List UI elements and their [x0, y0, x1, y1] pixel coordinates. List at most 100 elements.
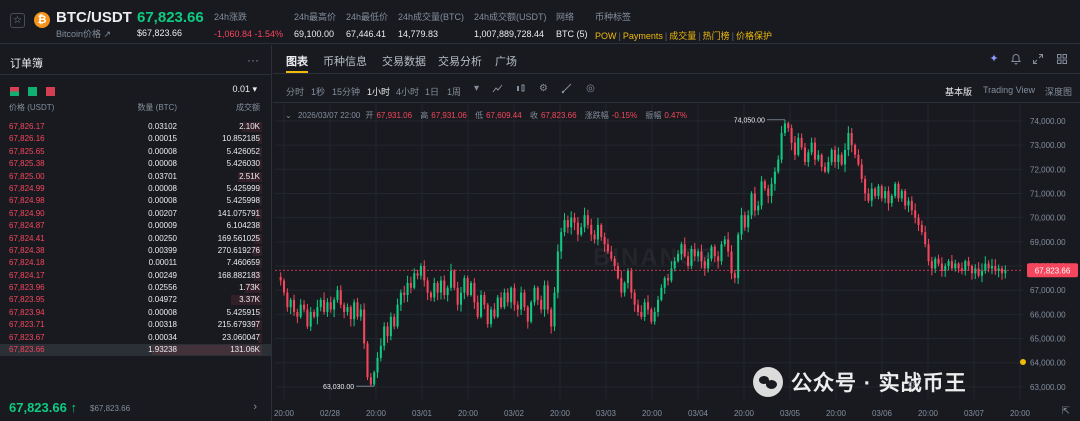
drawing-tools-icon[interactable] [561, 83, 572, 94]
row-qty: 0.00207 [148, 208, 177, 218]
timeframe-1d[interactable]: 1日 [425, 87, 440, 97]
row-qty: 0.00011 [148, 258, 177, 268]
order-book-row[interactable]: 67,826.16 0.00015 10.852185 [0, 133, 272, 145]
depth-bar [258, 332, 262, 343]
timeframe-1h[interactable]: 1小时 [367, 87, 391, 97]
order-book-row[interactable]: 67,824.41 0.00250 169.561025 [0, 233, 272, 245]
order-book-row[interactable]: 67,823.96 0.02556 1.73K [0, 282, 272, 294]
order-book-row[interactable]: 67,824.38 0.00399 270.619276 [0, 245, 272, 257]
scroll-handle-icon[interactable]: ⇱ [1061, 406, 1070, 417]
candle-body [636, 304, 640, 312]
tag-hot[interactable]: 热门榜 [702, 31, 730, 41]
order-book-row[interactable]: 67,824.98 0.00008 5.425998 [0, 195, 272, 207]
coin-price-link[interactable]: Bitcoin价格 ↗ [56, 29, 112, 39]
tab-coin-info[interactable]: 币种信息 [323, 56, 367, 68]
candle-body [864, 178, 867, 194]
row-price: 67,825.65 [9, 146, 45, 156]
candlestick-chart[interactable]: 74,000.00 73,000.00 72,000.00 71,000.00 70,0… [273, 104, 1080, 421]
pair-name[interactable]: BTC/USDT [56, 9, 132, 26]
candle-body [630, 270, 633, 293]
order-book-row[interactable]: 67,823.95 0.04972 3.37K [0, 294, 272, 306]
tab-chart[interactable]: 图表 [286, 56, 308, 68]
candle-body [927, 244, 930, 262]
both-sides-view-icon[interactable] [10, 86, 19, 96]
order-book-row[interactable]: 67,823.67 0.00034 23.060047 [0, 332, 272, 344]
chart-settings-icon[interactable]: ⚙ [907, 380, 916, 391]
candle-body [416, 273, 419, 276]
candle-body [717, 256, 720, 262]
candle-body [309, 311, 312, 327]
view-depth[interactable]: 深度图 [1045, 87, 1073, 97]
candle-body [560, 232, 563, 252]
candle-body [520, 292, 523, 310]
candle-body [763, 181, 766, 189]
order-book-row[interactable]: 67,824.99 0.00008 5.425999 [0, 183, 272, 195]
candle-body [817, 154, 820, 160]
candle-body [783, 123, 786, 134]
collapse-chevron-icon[interactable]: ⌄ [285, 111, 292, 120]
chevron-right-icon[interactable]: › [253, 401, 257, 413]
expand-icon[interactable] [1032, 53, 1044, 65]
order-book-row[interactable]: 67,825.38 0.00008 5.426030 [0, 158, 272, 170]
candle-body [289, 299, 292, 308]
precision-select[interactable]: 0.01 ▾ [232, 84, 257, 94]
candle-body [563, 220, 566, 233]
candle-body [697, 251, 700, 257]
more-options-icon[interactable]: ··· [247, 53, 259, 67]
timeframe-15m[interactable]: 15分钟 [332, 87, 361, 97]
tag-payments[interactable]: Payments [622, 31, 663, 41]
order-book-row[interactable]: 67,824.90 0.00207 141.075791 [0, 208, 272, 220]
order-book-row[interactable]: 67,823.71 0.00318 215.679397 [0, 319, 272, 331]
candle-body [967, 261, 970, 267]
tab-trading-data[interactable]: 交易数据 [382, 56, 426, 68]
candle-body [469, 282, 473, 296]
open-value: 67,931.06 [376, 111, 413, 120]
order-book-row[interactable]: 67,824.18 0.00011 7.460659 [0, 257, 272, 269]
chart-type-icon[interactable] [515, 83, 526, 94]
candle-body [473, 282, 476, 303]
tab-square[interactable]: 广场 [495, 56, 517, 68]
depth-bar [254, 233, 262, 244]
chevron-down-icon[interactable]: ▾ [473, 83, 480, 94]
candle-body [483, 295, 486, 305]
layout-grid-icon[interactable] [1056, 53, 1068, 65]
settings-icon[interactable]: ⚙ [539, 83, 548, 94]
candle-body [877, 186, 880, 196]
candle-body [313, 311, 316, 317]
order-book-row[interactable]: 67,826.17 0.03102 2.10K [0, 121, 272, 133]
last-price-usd: $67,823.66 [137, 28, 183, 38]
stat-value[interactable]: BTC (5) [556, 29, 588, 39]
view-basic[interactable]: 基本版 [945, 87, 973, 97]
refresh-icon[interactable]: ◎ [586, 83, 595, 94]
candle-body [456, 287, 459, 305]
tag-pow[interactable]: POW [595, 31, 617, 41]
order-book-row[interactable]: 67,823.66 1.93238 131.06K [0, 344, 272, 357]
chart-svg[interactable]: 74,000.00 73,000.00 72,000.00 71,000.00 70,0… [273, 104, 1080, 421]
view-tradingview[interactable]: Trading View [983, 85, 1036, 95]
favorite-star-icon[interactable]: ☆ [10, 13, 25, 28]
sell-side-view-icon[interactable] [45, 86, 55, 96]
timeframe-time[interactable]: 分时 [286, 87, 305, 97]
stat-24h-high: 24h最高价 69,100.00 [294, 10, 336, 39]
buy-side-view-icon[interactable] [27, 86, 37, 96]
candle-body [690, 249, 693, 267]
order-book-row[interactable]: 67,824.17 0.00249 168.882183 [0, 270, 272, 282]
bitcoin-icon: ₿ [34, 12, 50, 28]
tab-trading-analysis[interactable]: 交易分析 [438, 56, 482, 68]
timeframe-1w[interactable]: 1周 [447, 87, 462, 97]
y-tick-label: 69,000.00 [1030, 238, 1066, 247]
ai-sparkle-icon[interactable]: ✦ [989, 53, 999, 65]
order-book-row[interactable]: 67,824.87 0.00009 6.104238 [0, 220, 272, 232]
order-book-row[interactable]: 67,825.65 0.00008 5.426052 [0, 146, 272, 158]
x-tick-label: 03/02 [504, 409, 525, 418]
candle-body [613, 258, 616, 267]
candle-body [409, 282, 412, 288]
order-book-row[interactable]: 67,823.94 0.00008 5.425915 [0, 307, 272, 319]
order-book-row[interactable]: 67,825.00 0.03701 2.51K [0, 171, 272, 183]
timeframe-4h[interactable]: 4小时 [396, 87, 420, 97]
timeframe-1s[interactable]: 1秒 [311, 87, 326, 97]
tag-volume[interactable]: 成交量 [669, 31, 697, 41]
indicators-icon[interactable] [492, 83, 503, 94]
bell-icon[interactable] [1010, 53, 1022, 65]
tag-price-protection[interactable]: 价格保护 [735, 31, 772, 41]
